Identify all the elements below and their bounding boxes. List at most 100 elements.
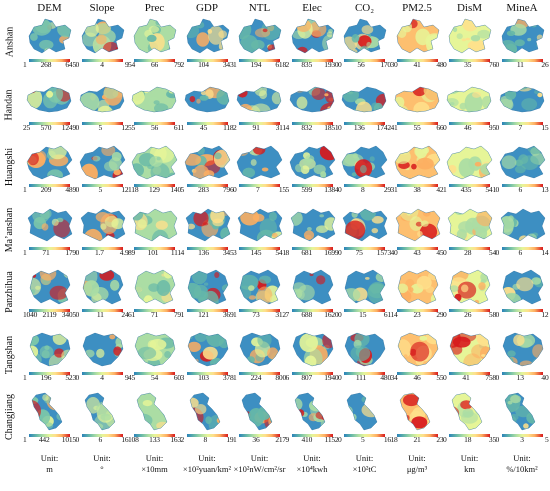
map-panel: 9 410 1152 [286, 391, 339, 444]
map-hotspot [481, 95, 491, 108]
map-outline [341, 145, 388, 180]
map-hotspot [480, 393, 482, 405]
legend-colorbar [81, 434, 123, 437]
map-hotspot [347, 405, 353, 418]
legend-min: 0 [75, 247, 80, 257]
legend-max: 369 [222, 310, 234, 319]
map-outline [131, 86, 177, 112]
map-hotspot [318, 225, 323, 231]
legend-min: 8 [285, 247, 290, 257]
legend-ticks: 1 209 489 [23, 186, 76, 194]
city-map [29, 269, 71, 305]
map-hotspot [88, 86, 97, 90]
unit-value: ×10²nW/cm²/sr [233, 464, 286, 474]
legend-mid: 21 [413, 435, 421, 444]
legend-colorbar [239, 121, 280, 125]
map-hotspot [347, 412, 353, 420]
map-hotspot [419, 335, 427, 341]
map-outline [504, 392, 535, 431]
legend-min: 45 [128, 372, 136, 382]
legend-colorbar [186, 184, 228, 187]
map-hotspot [289, 86, 308, 92]
legend-mid: 7 [518, 122, 522, 132]
legend-max: 1152 [324, 435, 339, 444]
legend-mid: 55 [413, 122, 421, 132]
legend-colorbar [291, 59, 333, 62]
map-outline [29, 332, 71, 366]
map-panel: 1 435 541 [443, 141, 496, 194]
map-hotspot [320, 394, 325, 401]
legend-min: 1 [443, 185, 447, 194]
map-panel: 0 5 12 [76, 141, 129, 194]
legend-max: 95 [488, 122, 496, 132]
legend-ticks: 5 283 796 [181, 186, 234, 194]
map-hotspot [186, 23, 199, 39]
map-hotspot [135, 282, 143, 293]
city-map [237, 208, 283, 241]
map-panel: 1040 2119 3405 [23, 266, 76, 319]
map-hotspot [99, 222, 106, 230]
map-boundary [294, 393, 325, 430]
city-map [28, 18, 72, 54]
legend-min: 118 [128, 185, 139, 194]
legend-min: 4 [180, 247, 185, 257]
map-hotspot [270, 412, 272, 425]
map-panel: 7 688 1620 [286, 266, 339, 319]
map-hotspot [47, 169, 64, 179]
legend-mid: 6 [98, 435, 102, 444]
legend-mid: 71 [42, 247, 50, 257]
legend-mid: 26 [464, 310, 472, 319]
map-hotspot [467, 40, 487, 52]
legend-colorbar [134, 246, 175, 250]
legend-mid: 38 [413, 185, 421, 194]
map-outline [447, 208, 493, 241]
legend-ticks: 1 121 369 [181, 311, 234, 319]
legend-min: 1 [233, 435, 237, 444]
legend-ticks: 0 11 26 [496, 61, 549, 69]
legend-mid: 121 [198, 310, 209, 319]
map-outline [239, 269, 281, 305]
map-panel: 0 28 54 [443, 204, 496, 256]
map-hotspot [401, 21, 412, 33]
map-hotspot [250, 159, 257, 166]
unit-value: m [46, 464, 53, 474]
legend-mid: 45 [200, 122, 208, 132]
legend-colorbar [29, 309, 70, 312]
legend-colorbar [29, 121, 70, 125]
map-panel: 18 21 23 [391, 391, 444, 444]
legend-min: 1 [233, 372, 237, 382]
map-hotspot [143, 295, 154, 304]
legend-colorbar [239, 434, 280, 437]
unit-value: ° [100, 464, 104, 474]
legend-min: 30 [390, 60, 398, 69]
city-map [501, 18, 544, 54]
legend-max: 16 [121, 435, 129, 444]
map-outline [131, 145, 178, 180]
map-hotspot [156, 280, 171, 296]
map-panel: 89 101 111 [128, 204, 181, 256]
legend-max: 29 [436, 310, 444, 319]
map-hotspot [270, 411, 272, 420]
legend-mid: 11 [516, 60, 524, 69]
legend-min: 1 [23, 435, 27, 444]
map-hotspot [296, 409, 304, 417]
legend-min: 5 [180, 185, 185, 194]
map-outline [185, 208, 230, 241]
city-map [26, 145, 73, 180]
city-label: Handan [4, 88, 16, 121]
legend-ticks: 41 55 66 [391, 122, 444, 132]
map-hotspot [461, 411, 478, 424]
legend-min: 0 [75, 435, 80, 444]
legend-min: 0 [443, 372, 447, 382]
map-panel: 4 136 345 [180, 204, 234, 257]
map-hotspot [500, 215, 514, 232]
map-hotspot [153, 99, 160, 105]
legend-ticks: 0 56 170 [338, 61, 391, 69]
map-outline [342, 208, 388, 241]
map-hotspot [526, 37, 531, 42]
map-outline [499, 86, 544, 112]
city-map [186, 18, 229, 54]
unit-caption: Unit: [355, 453, 374, 463]
legend-min: 1 [23, 185, 27, 194]
map-panel: 40 43 45 [391, 204, 444, 256]
